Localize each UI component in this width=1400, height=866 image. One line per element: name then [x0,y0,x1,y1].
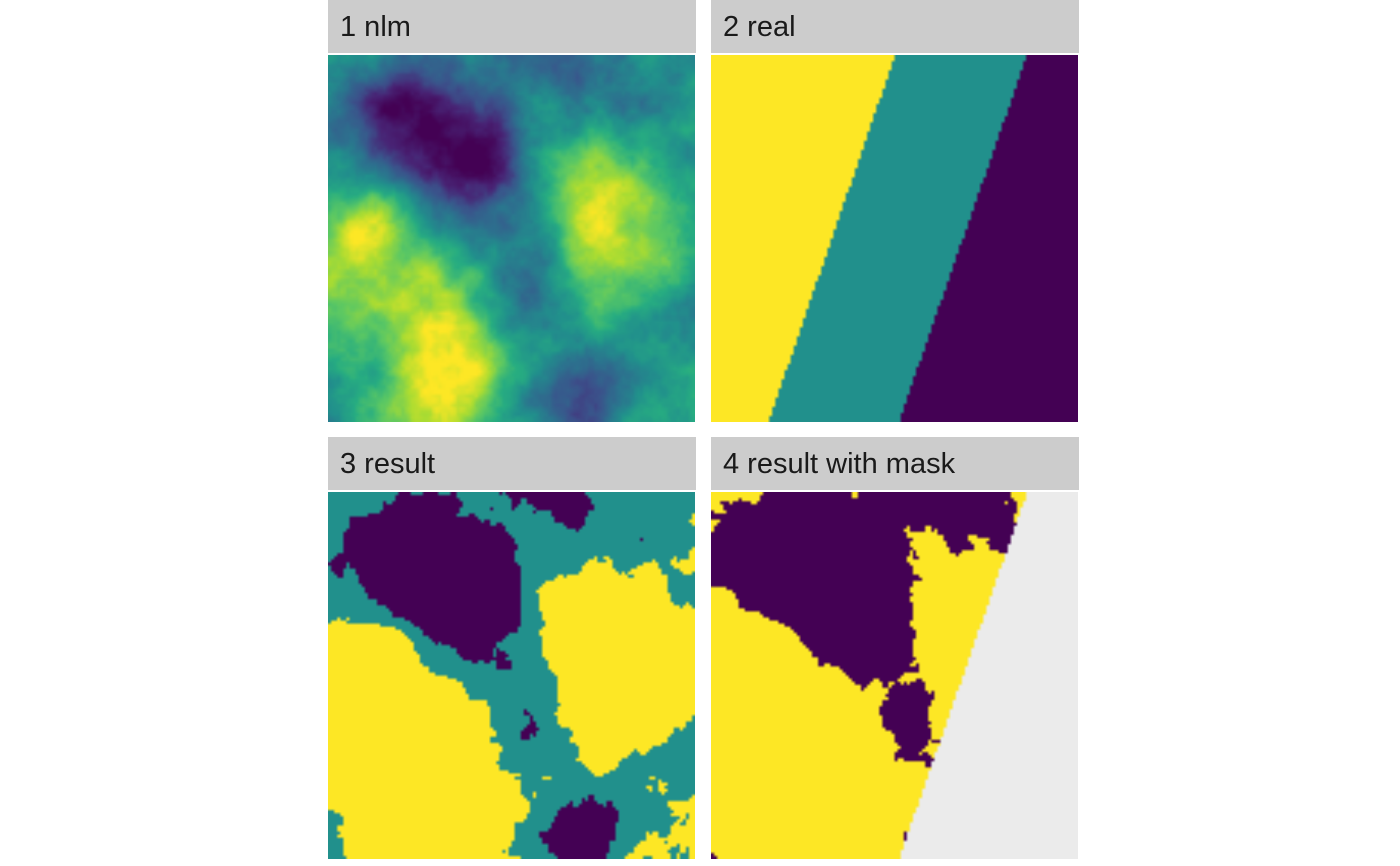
facet-title: 4 result with mask [723,448,956,480]
facet-strip: 3 result [328,437,696,490]
facet-strip: 2 real [711,0,1079,53]
facet-title: 2 real [723,11,796,43]
facet-title: 1 nlm [340,11,411,43]
facet-strip: 4 result with mask [711,437,1079,490]
facet-panel-result-with-mask: 4 result with mask [711,437,1079,859]
result-raster [328,492,695,859]
facet-panel-nlm: 1 nlm [328,0,696,422]
nlm-raster [328,55,695,422]
facet-panel-real: 2 real [711,0,1079,422]
result-with-mask-raster [711,492,1078,859]
facet-strip: 1 nlm [328,0,696,53]
facet-panel-result: 3 result [328,437,696,859]
real-raster [711,55,1078,422]
facet-title: 3 result [340,448,436,480]
